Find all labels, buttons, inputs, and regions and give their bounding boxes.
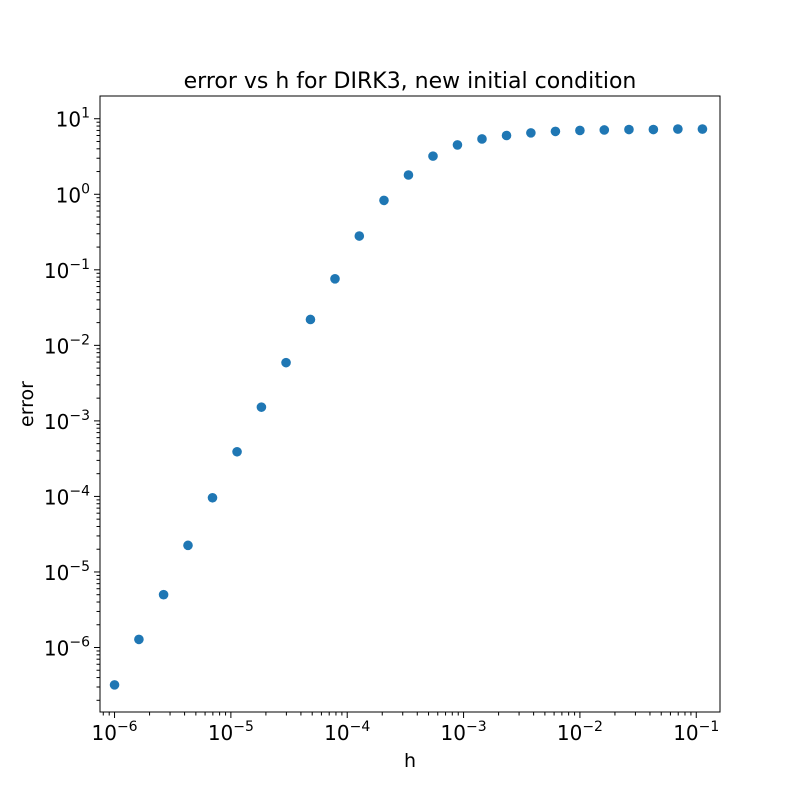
y-tick-label-exponent: −2 [69,332,90,348]
data-points [109,124,708,690]
data-point [575,125,585,136]
y-tick-label-exponent: −6 [69,635,90,651]
y-tick-label-exponent: 1 [81,106,90,122]
x-tick-label-base: 10 [208,721,233,745]
y-tick-label: 101 [56,106,90,132]
y-tick-label-base: 10 [44,485,69,509]
x-tick-label: 10−2 [557,719,603,745]
data-point [134,634,144,645]
x-tick-label-exponent: −2 [582,719,603,735]
y-tick-label-base: 10 [44,410,69,434]
y-tick-label-exponent: −4 [69,483,90,499]
y-tick-label-base: 10 [44,561,69,585]
data-point [281,357,291,368]
data-point [403,170,414,180]
data-point [550,126,561,137]
x-axis-label: h [404,750,416,772]
y-axis-label: error [16,381,38,427]
x-tick-label: 10−3 [441,719,487,745]
data-point [158,589,169,600]
y-tick-label-base: 10 [56,108,81,132]
y-tick-label: 100 [56,181,90,207]
x-tick-label-exponent: −5 [233,719,254,735]
data-point [232,446,242,457]
x-tick-label-exponent: −3 [466,719,487,735]
y-tick-label-exponent: −3 [69,408,90,424]
axis-ticks: 10−6 10−5 10−4 10−3 10−2 10−110110010−110−210… [44,106,719,745]
y-tick-label-base: 10 [44,637,69,661]
y-tick-label-exponent: −1 [69,257,90,273]
data-point [477,134,487,144]
plot-area-frame [99,95,721,713]
y-tick-label: 10−3 [44,408,90,434]
data-point [452,140,463,150]
y-tick-label: 10−5 [44,559,90,585]
x-tick-label-base: 10 [324,721,349,745]
x-tick-label: 10−5 [208,719,254,745]
y-tick-label-base: 10 [56,183,81,207]
data-point [624,124,634,135]
data-point [379,195,389,206]
data-point [697,124,708,134]
data-point [109,680,120,690]
data-point [207,492,218,503]
x-tick-label: 10−6 [91,719,137,745]
x-tick-label-base: 10 [673,721,698,745]
data-point [256,402,267,412]
y-tick-label: 10−1 [44,257,90,283]
x-tick-label-base: 10 [441,721,466,745]
data-point [648,124,659,135]
y-tick-label-base: 10 [44,259,69,283]
data-point [599,125,610,135]
data-point [501,130,512,141]
data-point [354,231,365,241]
x-tick-label: 10−1 [673,719,719,745]
y-tick-label: 10−4 [44,483,90,509]
data-point [673,124,683,134]
y-tick-label-base: 10 [44,334,69,358]
x-tick-label-base: 10 [91,721,116,745]
data-point [428,151,438,161]
x-tick-label-base: 10 [557,721,582,745]
y-tick-label: 10−6 [44,635,90,661]
data-point [183,540,193,551]
x-tick-label-exponent: −1 [699,719,720,735]
y-tick-label: 10−2 [44,332,90,358]
x-tick-label: 10−4 [324,719,370,745]
chart-title: error vs h for DIRK3, new initial condit… [184,69,637,94]
data-point [526,128,536,138]
data-point [305,314,316,325]
x-tick-label-exponent: −4 [350,719,371,735]
y-tick-label-exponent: −5 [69,559,90,575]
data-point [330,274,340,284]
x-tick-label-exponent: −6 [117,719,138,735]
y-tick-label-exponent: 0 [81,181,90,197]
